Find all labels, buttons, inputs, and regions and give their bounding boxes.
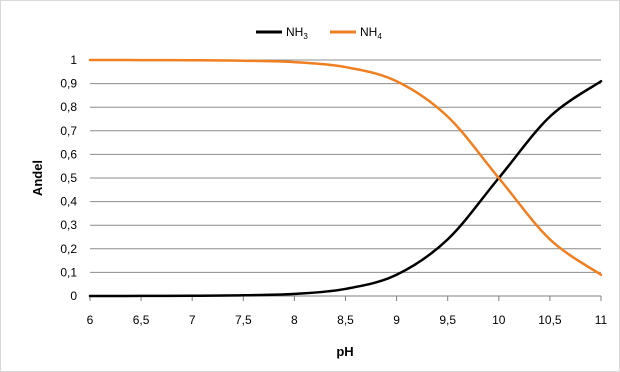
x-tick-label: 9 xyxy=(393,313,400,327)
y-tick-labels: 0 0,1 0,2 0,3 0,4 0,5 0,6 0,7 0,8 0,9 1 xyxy=(60,53,77,303)
y-tick-label: 0,7 xyxy=(60,124,77,138)
y-tick-label: 0,3 xyxy=(60,218,77,232)
x-tick-label: 10,5 xyxy=(538,313,562,327)
y-tick-label: 0,2 xyxy=(60,242,77,256)
series-line-nh3 xyxy=(88,79,603,298)
x-tick-label: 7 xyxy=(189,313,196,327)
x-tick-label: 9,5 xyxy=(439,313,456,327)
legend-label-nh3: NH3 xyxy=(286,25,308,41)
y-tick-label: 0 xyxy=(70,289,77,303)
x-tick-labels: 6 6,5 7 7,5 8 8,5 9 9,5 10 10,5 11 xyxy=(87,313,608,327)
x-axis-title: pH xyxy=(336,344,353,359)
x-tick-label: 6,5 xyxy=(133,313,150,327)
x-tick-label: 10 xyxy=(492,313,506,327)
y-axis-title: Andel xyxy=(30,160,45,196)
legend-label-nh4: NH4 xyxy=(360,25,382,41)
y-tick-label: 1 xyxy=(70,53,77,67)
series-lines xyxy=(88,58,603,298)
x-tick-label: 7,5 xyxy=(235,313,252,327)
series-line-nh4 xyxy=(88,58,603,277)
y-tick-label: 0,8 xyxy=(60,100,77,114)
x-tick-label: 6 xyxy=(87,313,94,327)
y-tick-label: 0,9 xyxy=(60,77,77,91)
y-tick-label: 0,6 xyxy=(60,147,77,161)
x-tick-label: 8,5 xyxy=(337,313,354,327)
y-tick-label: 0,5 xyxy=(60,171,77,185)
x-tick-label: 8 xyxy=(291,313,298,327)
legend: NH3 NH4 xyxy=(256,25,382,41)
y-tick-label: 0,1 xyxy=(60,265,77,279)
y-tick-label: 0,4 xyxy=(60,195,77,209)
gridlines xyxy=(90,59,601,273)
x-tick-label: 11 xyxy=(595,313,608,327)
